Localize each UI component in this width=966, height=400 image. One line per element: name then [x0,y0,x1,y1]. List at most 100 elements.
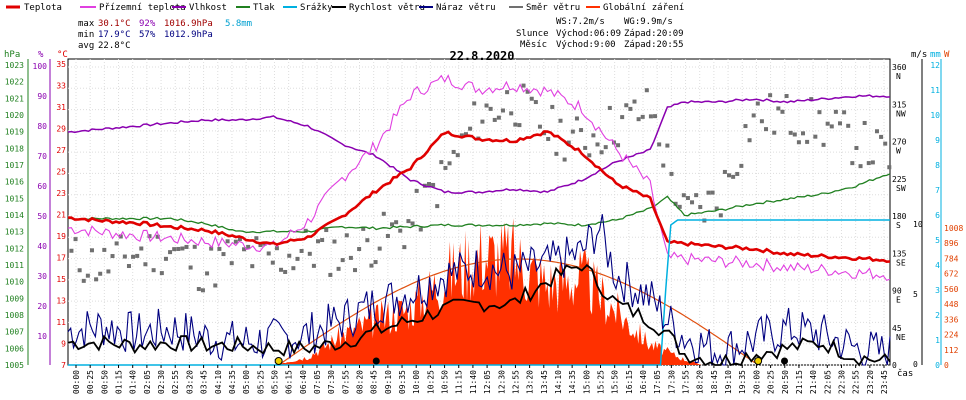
y-tick-mm: 8 [935,161,940,170]
wind-direction-point [624,103,629,108]
y-tick-temp: 25 [56,168,66,177]
legend-prizemni-teplota: Přízemní teplota [80,3,186,13]
wind-direction-point [632,99,637,104]
wind-direction-point [180,246,185,251]
y-tick-pct: 30 [37,272,47,281]
wind-direction-point [69,248,74,253]
y-tick-dir-label: NW [896,109,906,118]
wind-direction-point [821,142,826,147]
wind-direction-point [291,266,296,271]
y-tick-hpa: 1008 [5,311,24,320]
wind-direction-point [866,161,871,166]
wind-direction-point [500,108,505,113]
wind-direction-point [328,272,333,277]
wind-direction-point [242,247,247,252]
wind-direction-point [213,283,218,288]
y-tick-pct: 20 [37,302,47,311]
legend-rychlost-vetru: Rychlost větru [332,3,425,13]
stat-max-rain: 5.8mm [225,19,252,29]
y-tick-temp: 17 [56,254,66,263]
wind-direction-point [85,273,90,278]
x-tick-label: 21:15 [795,370,804,394]
wind-direction-point [546,136,551,141]
y-tick-w: 560 [944,285,959,294]
wind-direction-point [480,119,485,124]
wind-direction-point [106,269,111,274]
x-tick-label: 02:30 [157,370,166,394]
wind-direction-point [850,161,855,166]
wind-direction-point [73,237,78,242]
wind-direction-point [283,269,288,274]
wind-direction-point [550,104,555,109]
y-tick-dir-label: S [896,221,901,230]
wind-direction-point [126,264,131,269]
wind-direction-point [468,126,473,131]
y-tick-mm: 0 [935,361,940,370]
x-tick-label: 23:45 [880,370,889,394]
y-tick-mm: 9 [935,136,940,145]
wind-direction-point [739,163,744,168]
wind-direction-point [373,260,378,265]
ws-value: WS:7.2m/s [556,17,605,27]
y-tick-temp: 29 [56,125,66,134]
wind-direction-point [406,219,411,224]
legend-naraz-vetru: Náraz větru [419,3,496,13]
wind-direction-point [369,263,374,268]
wind-direction-point [184,244,189,249]
y-tick-hpa: 1010 [5,278,24,287]
wind-direction-point [287,253,292,258]
x-axis-label: čas [897,368,913,379]
y-tick-ms: 0 [913,360,918,369]
x-tick-label: 08:45 [370,370,379,394]
legend-label: Přízemní teplota [99,3,186,13]
wind-direction-point [537,124,542,129]
y-tick-hpa: 1009 [5,294,24,303]
x-tick-label: 00:25 [86,370,95,394]
y-tick-ms: 5 [913,290,918,299]
stat-min-press: 1012.9hPa [164,30,213,40]
x-tick-label: 10:25 [426,370,435,394]
x-axis: 00:00 00:25 00:50 01:15 01:40 02:05 02:30 02:55… [72,365,889,394]
wind-direction-point [681,193,686,198]
x-tick-label: 00:00 [72,370,81,394]
wind-direction-point [307,251,312,256]
wind-direction-point [102,247,107,252]
wind-direction-point [122,254,127,259]
wind-direction-point [562,157,567,162]
stats-block: max 30.1°C 92% 1016.9hPa 5.8mm min 17.9°… [78,19,252,51]
y-tick-temp: 31 [56,103,66,112]
y-tick-dir: 90 [892,287,902,296]
wind-direction-point [340,258,345,263]
wind-direction-point [361,226,366,231]
y-tick-pct: 40 [37,242,47,251]
x-tick-label: 18:45 [710,370,719,394]
x-tick-label: 14:35 [568,370,577,394]
wind-direction-point [735,171,740,176]
wind-direction-point [110,254,115,259]
series-rychlost-vetru [67,263,891,367]
x-tick-label: 19:10 [724,370,733,394]
y-tick-dir: 225 [892,175,907,184]
wind-direction-point [657,142,662,147]
wind-direction-point [661,163,666,168]
x-tick-label: 23:20 [866,370,875,394]
x-tick-label: 02:05 [143,370,152,394]
legend-label: Směr větru [526,3,580,13]
wind-direction-point [258,243,263,248]
wind-direction-point [270,260,275,265]
wind-direction-point [377,246,382,251]
x-tick-label: 20:50 [781,370,790,394]
y-tick-temp: 23 [56,189,66,198]
wind-direction-point [846,123,851,128]
wind-direction-point [492,117,497,122]
wind-direction-point [135,253,140,258]
wind-direction-point [587,153,592,158]
x-tick-label: 06:15 [285,370,294,394]
wind-direction-point [196,287,201,292]
y-tick-dir: 45 [892,324,902,333]
wind-direction-point [653,114,658,119]
wind-direction-point [644,88,649,93]
y-tick-mm: 4 [935,261,940,270]
legend-tlak: Tlak [236,3,275,13]
wind-direction-point [274,246,279,251]
